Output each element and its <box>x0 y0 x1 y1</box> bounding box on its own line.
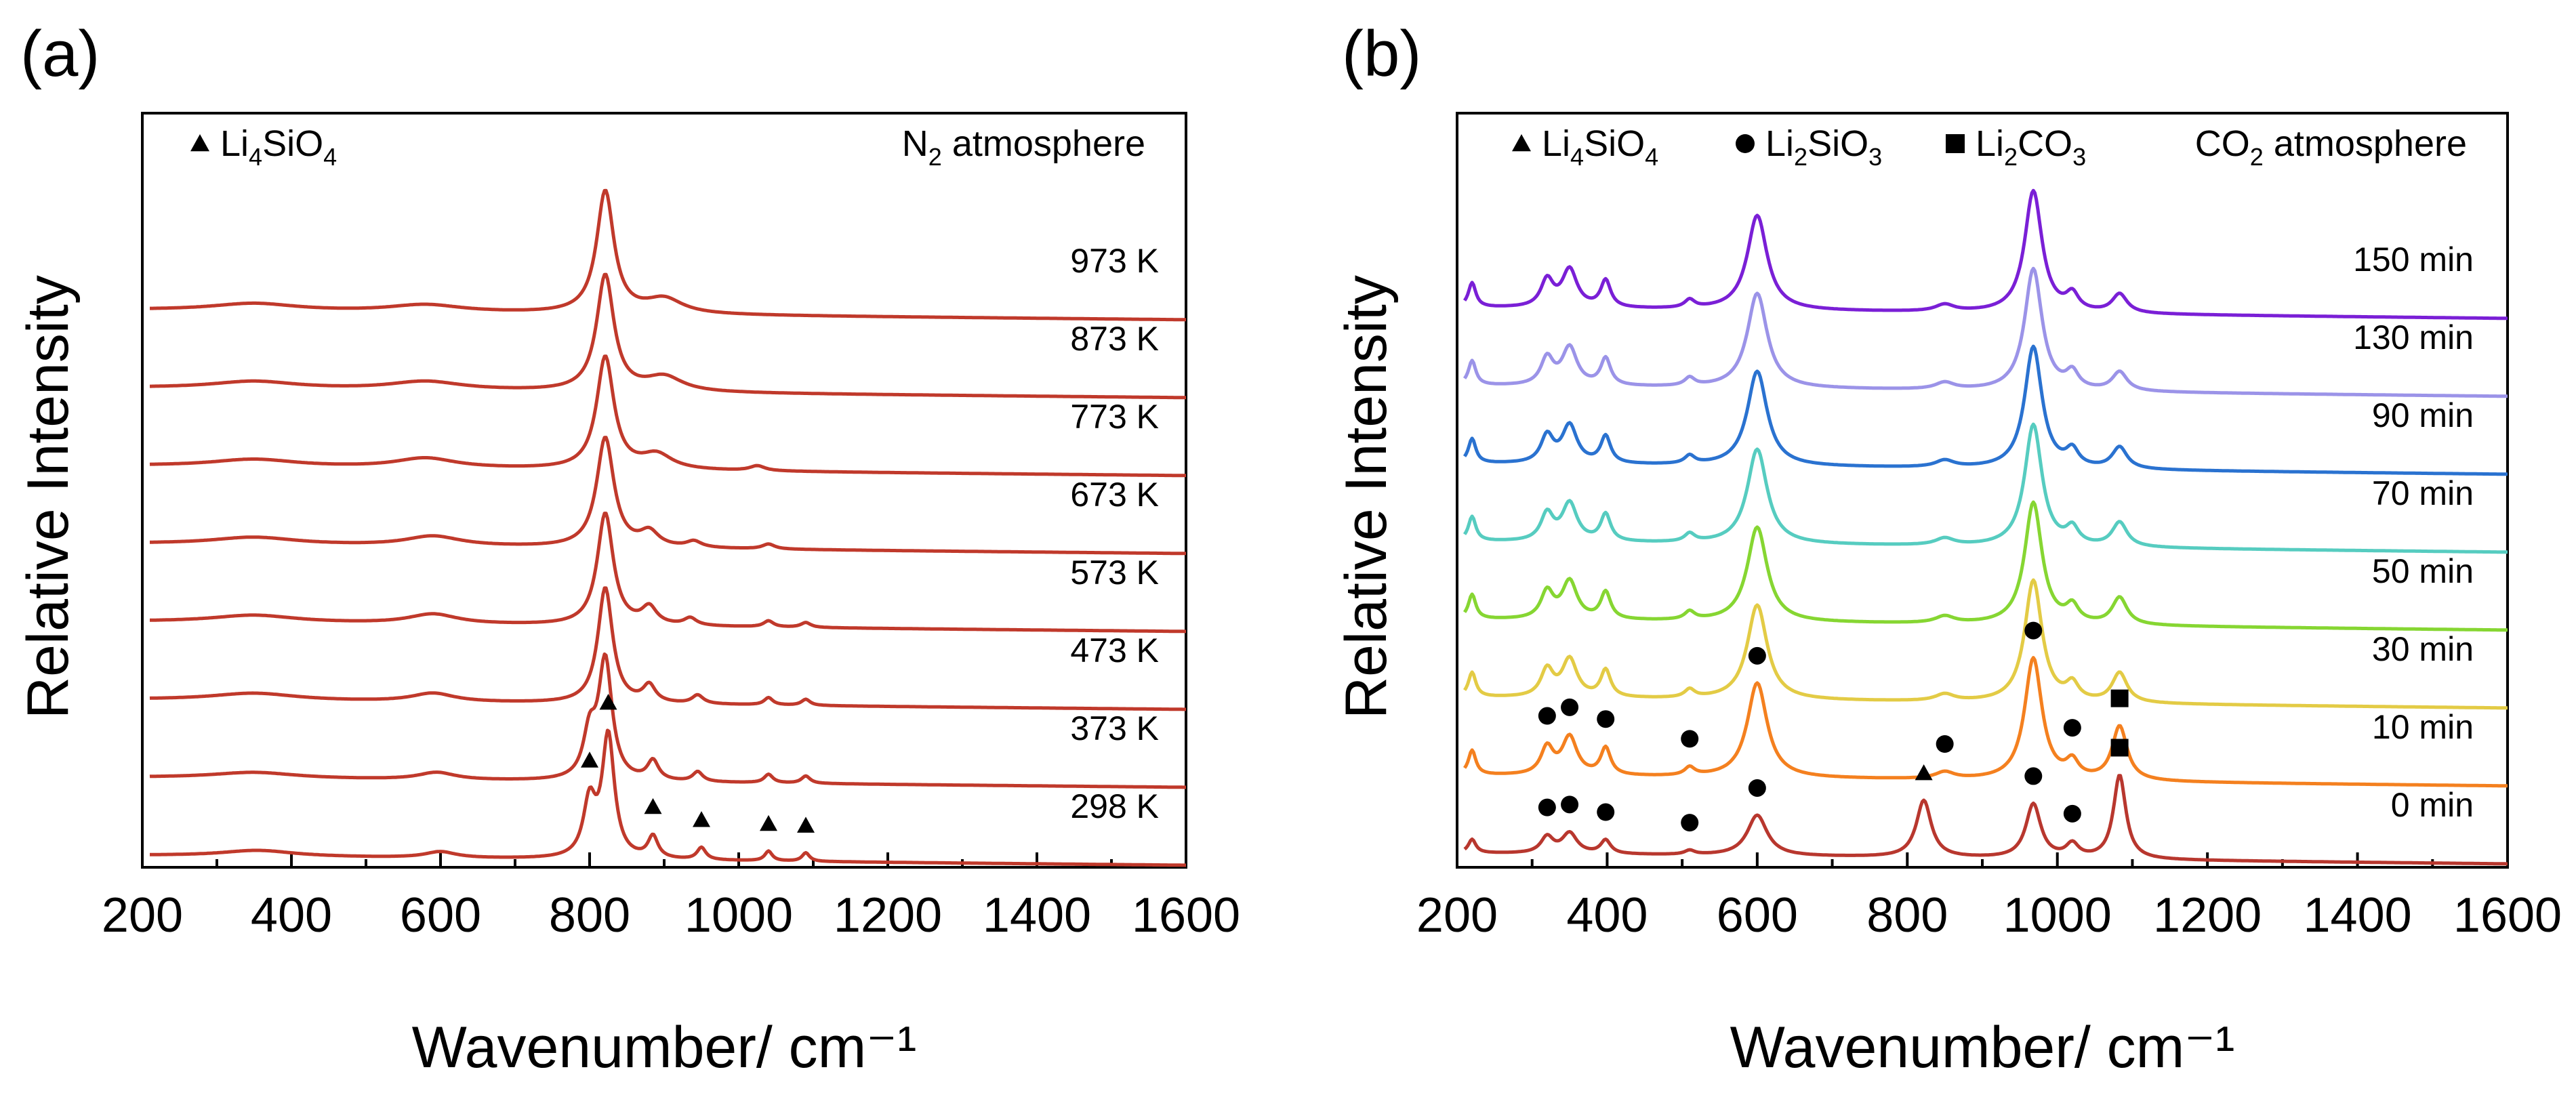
spectrum-873-K <box>149 272 1187 400</box>
peak-marker-circle <box>2024 621 2043 640</box>
curve-label: 873 K <box>1070 320 1159 358</box>
panel-label: (b) <box>1342 18 1421 90</box>
atmosphere-label: CO2 atmosphere <box>2195 123 2467 171</box>
peak-marker-triangle <box>581 751 598 768</box>
chart-panel-a: (a) 200 400 600 800 1000 1200 1400 1600 Wavenumbe… <box>16 18 1240 1080</box>
spectrum-373-K <box>149 652 1187 789</box>
plot-frame <box>141 112 1187 869</box>
peak-marker-circle <box>1538 707 1556 725</box>
spectrum-473-K <box>149 586 1187 711</box>
x-tick-label: 1400 <box>2303 888 2411 943</box>
legend-marker-square <box>1946 134 1965 153</box>
spectrum-673-K <box>149 436 1187 556</box>
spectrum-0-min <box>1463 774 2508 866</box>
y-axis-label: Relative Intensity <box>16 275 81 719</box>
x-tick-label: 1600 <box>2453 888 2562 943</box>
peak-marker-circle <box>1748 779 1766 797</box>
peak-marker-triangle <box>760 814 777 831</box>
x-tick-label: 800 <box>1866 888 1948 943</box>
peak-marker-triangle <box>599 693 617 710</box>
spectrum-773-K <box>149 354 1187 478</box>
spectrum-50-min <box>1463 500 2508 632</box>
x-tick-label: 800 <box>549 888 630 943</box>
spectrum-70-min <box>1463 422 2508 554</box>
legend-label: Li4SiO4 <box>220 123 337 171</box>
plot-frame <box>1456 112 2509 869</box>
peak-marker-triangle <box>1915 764 1933 781</box>
curve-label: 150 min <box>2353 241 2474 278</box>
legend-label: Li2SiO3 <box>1765 123 1882 171</box>
legend-label: Li4SiO4 <box>1542 123 1658 171</box>
atmosphere-label: N2 atmosphere <box>902 123 1145 171</box>
panel-label: (a) <box>20 18 100 90</box>
x-tick-label: 1400 <box>983 888 1091 943</box>
spectrum-130-min <box>1463 266 2508 398</box>
peak-marker-circle <box>2063 804 2081 823</box>
spectrum-10-min <box>1463 656 2508 788</box>
x-tick-label: 1000 <box>2003 888 2112 943</box>
curve-label: 70 min <box>2372 474 2474 512</box>
peak-marker-circle <box>1681 814 1699 832</box>
peak-marker-circle <box>1538 798 1556 816</box>
curve-label: 573 K <box>1070 554 1159 592</box>
legend-marker-triangle <box>190 134 209 152</box>
legend-label: Li2CO3 <box>1976 123 2086 171</box>
x-axis-label: Wavenumber/ cm⁻¹ <box>1730 1015 2235 1080</box>
legend-marker-triangle <box>1512 134 1531 152</box>
curve-label: 30 min <box>2372 630 2474 668</box>
legend-marker-circle <box>1736 134 1755 153</box>
peak-marker-circle <box>2063 719 2081 737</box>
peak-marker-circle <box>1561 795 1579 814</box>
curve-label: 473 K <box>1070 632 1159 669</box>
peak-marker-circle <box>1936 734 1954 753</box>
spectrum-298-K <box>149 728 1187 867</box>
x-tick-label: 200 <box>1416 888 1498 943</box>
curve-label: 773 K <box>1070 398 1159 436</box>
peak-marker-circle <box>1748 646 1766 665</box>
peak-marker-triangle <box>797 816 815 833</box>
x-tick-label: 600 <box>400 888 481 943</box>
curve-label: 298 K <box>1070 787 1159 825</box>
peak-marker-square <box>2110 739 2129 757</box>
x-tick-label: 400 <box>251 888 332 943</box>
x-tick-label: 1000 <box>684 888 793 943</box>
spectrum-90-min <box>1463 344 2508 476</box>
y-axis-label: Relative Intensity <box>1334 275 1399 719</box>
spectrum-150-min <box>1463 188 2508 320</box>
peak-marker-circle <box>1597 710 1615 728</box>
curve-label: 673 K <box>1070 476 1159 514</box>
spectrum-973-K <box>149 188 1187 322</box>
x-tick-label: 1200 <box>834 888 942 943</box>
curve-label: 373 K <box>1070 709 1159 747</box>
x-axis-label: Wavenumber/ cm⁻¹ <box>412 1015 917 1080</box>
x-tick-label: 1600 <box>1132 888 1240 943</box>
peak-marker-circle <box>2024 767 2043 785</box>
curve-label: 10 min <box>2372 708 2474 746</box>
curve-label: 973 K <box>1070 242 1159 280</box>
x-tick-label: 600 <box>1717 888 1798 943</box>
x-tick-label: 400 <box>1566 888 1648 943</box>
curve-label: 0 min <box>2391 786 2474 824</box>
spectrum-573-K <box>149 512 1187 634</box>
peak-marker-circle <box>1561 698 1579 716</box>
spectrum-30-min <box>1463 578 2508 710</box>
peak-marker-square <box>2110 689 2129 707</box>
curve-label: 130 min <box>2353 318 2474 356</box>
x-tick-label: 1200 <box>2153 888 2262 943</box>
curve-label: 90 min <box>2372 396 2474 434</box>
peak-marker-triangle <box>644 798 662 814</box>
curve-label: 50 min <box>2372 552 2474 590</box>
peak-marker-circle <box>1597 803 1615 821</box>
x-tick-label: 200 <box>102 888 183 943</box>
peak-marker-circle <box>1681 730 1699 748</box>
chart-panel-b: (b) 200 400 600 800 1000 1200 1400 1600 Wavenumbe… <box>1334 18 2562 1080</box>
peak-marker-triangle <box>693 811 710 827</box>
